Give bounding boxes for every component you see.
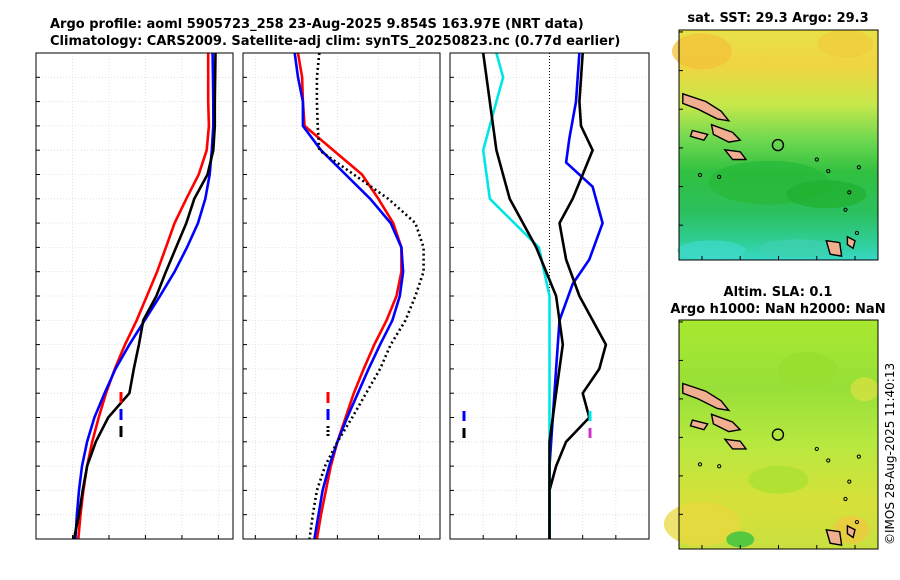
islet-marker <box>697 172 703 178</box>
map-field-patch <box>671 33 732 70</box>
series-line-t-argo <box>548 52 608 539</box>
islet-marker <box>856 165 861 170</box>
plot-frame <box>35 52 234 540</box>
islet-marker <box>847 479 852 484</box>
islet-marker <box>854 519 860 525</box>
island-shape <box>825 239 843 257</box>
islet-marker <box>826 458 831 463</box>
island-shape <box>723 438 748 450</box>
island-shape <box>710 413 742 433</box>
series-line-argo <box>72 52 217 540</box>
islet-marker <box>843 496 848 502</box>
figure-title-line2: Climatology: CARS2009. Satellite-adj cli… <box>50 34 620 49</box>
island-shape <box>825 528 843 547</box>
map-field-patch <box>757 239 838 258</box>
island-shape <box>689 419 709 431</box>
imos-timestamp: ©IMOS 28-Aug-2025 11:40:13 <box>883 363 897 545</box>
island-shape <box>710 123 742 143</box>
difference-panel <box>449 52 650 540</box>
map-field-patch <box>748 465 809 494</box>
islet-marker <box>856 454 861 459</box>
map-field-patch <box>850 377 879 402</box>
island-shape <box>689 129 709 142</box>
island-shape <box>682 92 731 122</box>
island-shape <box>723 148 748 161</box>
sla-map: Altim. SLA: 0.1 Argo h1000: NaN h2000: N… <box>663 285 886 550</box>
series-line-s-argo <box>481 52 565 539</box>
islet-marker <box>843 207 848 212</box>
map-field-patch <box>786 180 867 209</box>
islet-marker <box>814 446 819 452</box>
argo-position-marker <box>771 138 785 152</box>
islet-marker <box>717 174 722 179</box>
map-field-patch <box>663 501 740 546</box>
sst-map-title: sat. SST: 29.3 Argo: 29.3 <box>687 11 868 26</box>
plot-frame <box>242 52 441 540</box>
salinity-panel <box>242 52 441 540</box>
map-field-patch <box>677 240 746 261</box>
map-field <box>679 30 878 260</box>
series-line-satellite-adj-clim <box>293 52 405 540</box>
islet-marker <box>826 168 831 174</box>
series-line-s-satellite <box>481 52 551 539</box>
islet-marker <box>854 230 860 236</box>
sst-map: sat. SST: 29.3 Argo: 29.3 <box>671 11 879 261</box>
map-field-patch <box>817 29 874 58</box>
islet-marker <box>814 157 819 162</box>
sla-map-title: Altim. SLA: 0.1 <box>724 285 833 300</box>
sla-map-subtitle: Argo h1000: NaN h2000: NaN <box>670 302 885 317</box>
temperature-panel <box>35 52 234 540</box>
series-line-argo <box>308 52 425 540</box>
island-shape <box>846 524 856 539</box>
argo-position-marker <box>771 428 785 441</box>
series-line-climatology <box>296 52 403 540</box>
island-shape <box>682 382 731 412</box>
islet-marker <box>847 190 852 195</box>
map-field-patch <box>777 352 838 389</box>
map-field-patch <box>726 531 755 548</box>
island-shape <box>846 235 856 250</box>
islet-marker <box>697 462 703 467</box>
islet-marker <box>717 464 722 469</box>
figure-title-line1: Argo profile: aoml 5905723_258 23-Aug-20… <box>50 17 584 32</box>
